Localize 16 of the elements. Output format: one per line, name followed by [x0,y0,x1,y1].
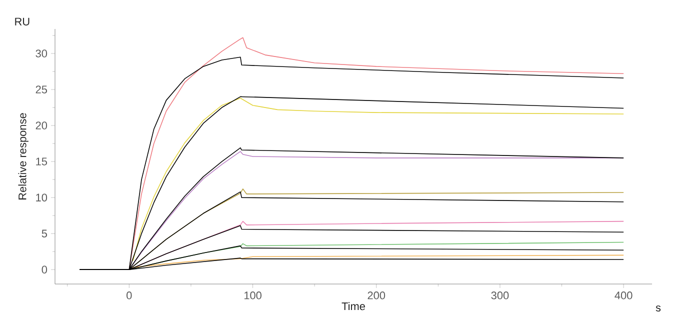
x-tick-label: 200 [368,292,386,300]
y-tick-label: 25 [36,86,48,94]
y-axis-title: Relative response [18,113,28,200]
x-axis-title: Time [342,302,365,310]
text: RU [15,18,30,26]
x-tick-label: 300 [491,292,509,300]
y-tick-label: 10 [36,194,48,202]
y-tick-label: 5 [42,230,48,238]
x-tick-label: 0 [126,292,132,300]
x-tick-label: 100 [244,292,262,300]
y-tick-label: 0 [42,266,48,274]
y-tick-label: 20 [36,122,48,130]
y-tick-label: 30 [36,50,48,58]
y-tick-label: 15 [36,158,48,166]
text: s [656,306,661,312]
x-tick-label: 400 [614,292,632,300]
